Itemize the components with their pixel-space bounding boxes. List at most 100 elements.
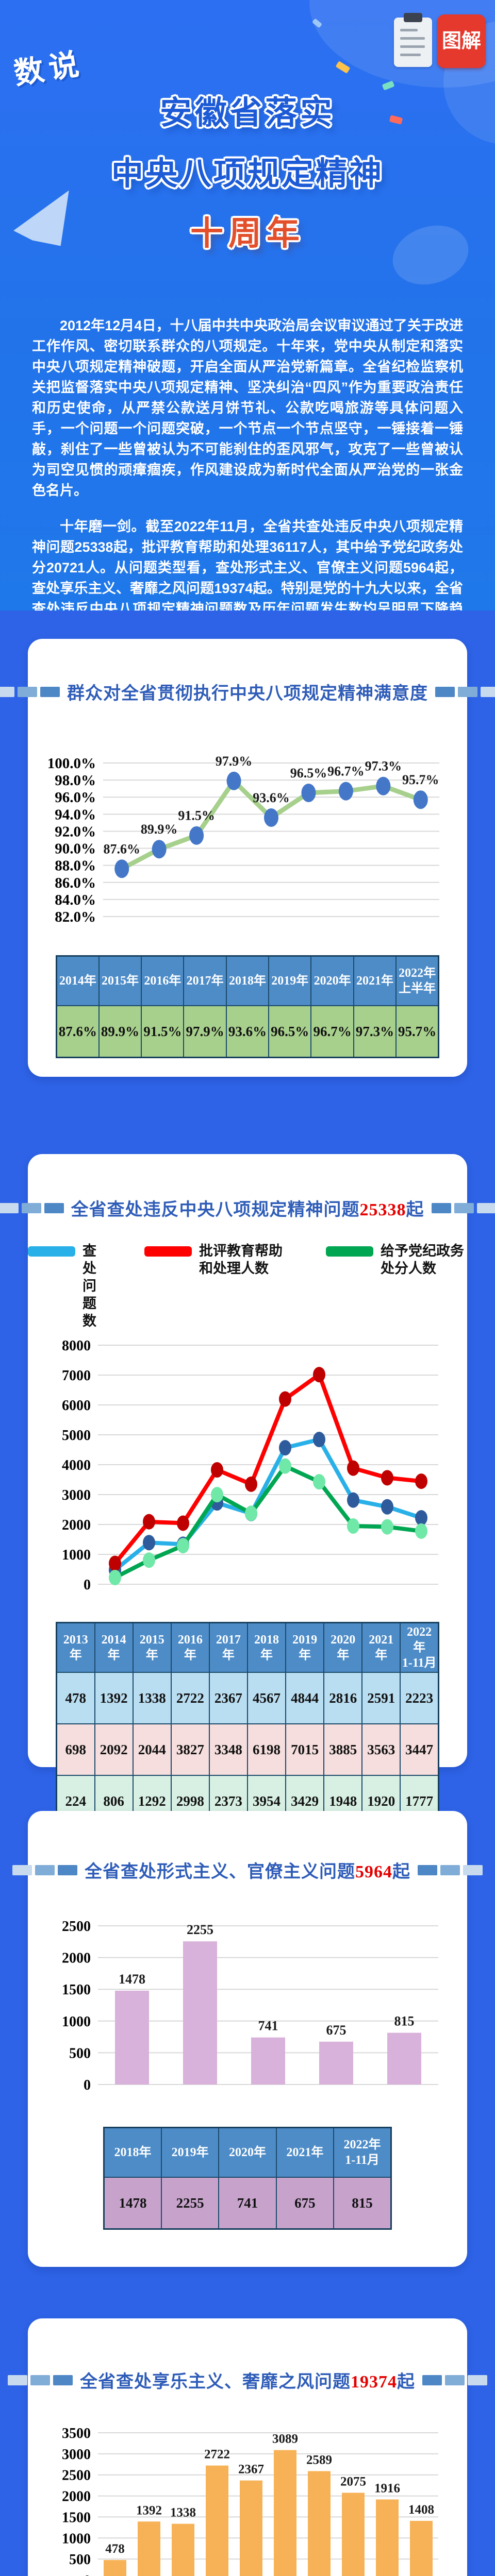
- table-cell: 675: [275, 2177, 335, 2230]
- table-header-cell: 2021年: [353, 955, 397, 1006]
- table-cell: 2816: [323, 1672, 363, 1724]
- svg-text:0: 0: [84, 1577, 91, 1593]
- svg-text:84.0%: 84.0%: [55, 892, 96, 908]
- svg-text:3000: 3000: [62, 1487, 91, 1503]
- svg-text:0: 0: [84, 2077, 91, 2093]
- title-dash-decoration: [431, 1202, 495, 1213]
- table-cell: 91.5%: [141, 1005, 185, 1058]
- table-header-cell: 2015年: [132, 1622, 172, 1673]
- card-title-text: 全省查处违反中央八项规定精神问题25338起: [71, 1200, 424, 1219]
- card-title: 全省查处享乐主义、奢靡之风问题19374起: [8, 2318, 487, 2393]
- table-cell: 3827: [170, 1723, 210, 1776]
- legend-item: 查处问题数: [28, 1242, 104, 1330]
- table-cell: 698: [56, 1723, 95, 1776]
- card-formalism: 全省查处形式主义、官僚主义问题5964起 2500 2000 1500 1000 500…: [12, 1811, 483, 2267]
- table-cell: 478: [56, 1672, 95, 1724]
- table-header-cell: 2013年: [56, 1622, 95, 1673]
- total-problems-line-chart: 8000 7000 6000 5000 4000 3000 2000 1000 0: [62, 1338, 438, 1593]
- table-cell: 2223: [400, 1672, 439, 1724]
- legend-swatch: [144, 1246, 192, 1257]
- formalism-bar-chart: 2500 2000 1500 1000 500 0 1478 2255 741 675 815: [62, 1919, 438, 2093]
- svg-text:2255: 2255: [187, 1922, 213, 1937]
- svg-text:86.0%: 86.0%: [55, 875, 96, 891]
- legend-label: 查处问题数: [82, 1243, 96, 1329]
- svg-text:2000: 2000: [62, 1517, 91, 1533]
- table-cell: 2044: [132, 1723, 172, 1776]
- card-title: 全省查处形式主义、官僚主义问题5964起: [12, 1811, 483, 1883]
- svg-text:815: 815: [394, 2014, 415, 2029]
- svg-text:2367: 2367: [238, 2463, 264, 2477]
- svg-text:93.6%: 93.6%: [253, 790, 290, 805]
- headline-badge: 图解: [394, 13, 487, 69]
- legend-item: 给予党纪政务处分人数: [326, 1242, 467, 1277]
- table-cell: 741: [218, 2177, 277, 2230]
- table-header-cell: 2020年: [218, 2127, 277, 2178]
- table-header-cell: 2019年: [285, 1622, 325, 1673]
- table-header-cell: 2022年 1-11月: [333, 2127, 392, 2178]
- svg-text:1500: 1500: [62, 2510, 91, 2526]
- svg-text:2000: 2000: [62, 1951, 91, 1967]
- svg-text:90.0%: 90.0%: [55, 841, 96, 857]
- table-cell: 97.3%: [353, 1005, 397, 1058]
- table-cell: 2367: [208, 1672, 248, 1724]
- table-header-cell: 2022年 上半年: [395, 955, 439, 1006]
- intro-paragraph-1: 2012年12月4日，十八届中共中央政治局会议审议通过了关于改进工作作风、密切联…: [32, 318, 463, 498]
- svg-text:97.9%: 97.9%: [216, 754, 253, 769]
- svg-text:2000: 2000: [62, 2489, 91, 2505]
- table-header-cell: 2019年: [160, 2127, 220, 2178]
- page-title-line2: 中央八项规定精神: [111, 156, 384, 192]
- svg-text:1338: 1338: [170, 2506, 196, 2520]
- table-cell: 96.7%: [310, 1005, 354, 1058]
- legend-swatch: [28, 1246, 75, 1257]
- svg-text:98.0%: 98.0%: [55, 772, 96, 789]
- svg-text:6000: 6000: [62, 1398, 91, 1414]
- table-cell: 95.7%: [395, 1005, 439, 1058]
- table-cell: 6198: [246, 1723, 287, 1776]
- svg-text:88.0%: 88.0%: [55, 858, 96, 874]
- title-dash-decoration: [0, 686, 60, 697]
- svg-text:96.0%: 96.0%: [55, 789, 96, 806]
- table-header-cell: 2017年: [208, 1622, 248, 1673]
- table-cell: 2591: [361, 1672, 401, 1724]
- svg-text:94.0%: 94.0%: [55, 806, 96, 823]
- svg-text:1392: 1392: [136, 2503, 162, 2517]
- page-header: 数说 图解 安徽省落实 中央八项规定精神 十周年 2012年12月4日，十八届中…: [0, 0, 495, 611]
- title-dash-decoration: [422, 2375, 487, 2385]
- table-header-cell: 2022年 1-11月: [400, 1622, 439, 1673]
- svg-text:3089: 3089: [272, 2432, 298, 2446]
- table-cell: 93.6%: [225, 1005, 270, 1058]
- kicker-text: 数说: [11, 46, 87, 91]
- table-cell: 97.9%: [183, 1005, 227, 1058]
- table-header-cell: 2014年: [94, 1622, 134, 1673]
- satisfaction-data-table: 2014年 2015年 2016年 2017年 2018年 2019年 2020年 2021年…: [28, 955, 467, 1058]
- table-row: 1478 2255 741 675 815: [103, 2177, 392, 2230]
- hedonism-bar-chart: 3500 3000 2500 2000 1500 1000 500 0 478 1392 1338 2…: [62, 2426, 438, 2576]
- table-cell: 4844: [285, 1672, 325, 1724]
- svg-text:7000: 7000: [62, 1368, 91, 1384]
- card-hedonism: 全省查处享乐主义、奢靡之风问题19374起 3500 3000 2500 2000 15…: [8, 2318, 487, 2576]
- svg-text:1916: 1916: [374, 2481, 400, 2495]
- svg-text:675: 675: [326, 2023, 346, 2038]
- svg-text:96.5%: 96.5%: [290, 766, 327, 781]
- table-header-cell: 2017年: [183, 955, 227, 1006]
- clipboard-icon: [394, 13, 432, 67]
- intro-section: 2012年12月4日，十八届中共中央政治局会议审议通过了关于改进工作作风、密切联…: [0, 315, 495, 611]
- tujie-badge: 图解: [437, 14, 486, 68]
- title-dash-decoration: [8, 2375, 73, 2385]
- table-cell: 4567: [246, 1672, 287, 1724]
- title-dash-decoration: [435, 686, 495, 697]
- svg-text:2075: 2075: [340, 2475, 366, 2488]
- card-satisfaction: 群众对全省贯彻执行中央八项规定精神满意度 100.0% 98.0% 96.0% 94.…: [0, 639, 495, 1077]
- table-header-cell: 2019年: [268, 955, 312, 1006]
- card-title: 全省查处违反中央八项规定精神问题25338起: [0, 1154, 495, 1221]
- legend-label: 批评教育帮助和处理人数: [199, 1243, 283, 1276]
- data-table: 2014年 2015年 2016年 2017年 2018年 2019年 2020年 2021年…: [56, 955, 439, 1058]
- svg-text:5000: 5000: [62, 1428, 91, 1444]
- svg-text:89.9%: 89.9%: [141, 822, 178, 837]
- table-cell: 815: [333, 2177, 392, 2230]
- title-dash-decoration: [12, 1865, 77, 1875]
- svg-text:97.3%: 97.3%: [365, 759, 402, 774]
- card-total-problems: 全省查处违反中央八项规定精神问题25338起 查处问题数 批评教育帮助和处理人数 给…: [0, 1154, 495, 1828]
- table-cell: 3885: [323, 1723, 363, 1776]
- table-cell: 89.9%: [98, 1005, 142, 1058]
